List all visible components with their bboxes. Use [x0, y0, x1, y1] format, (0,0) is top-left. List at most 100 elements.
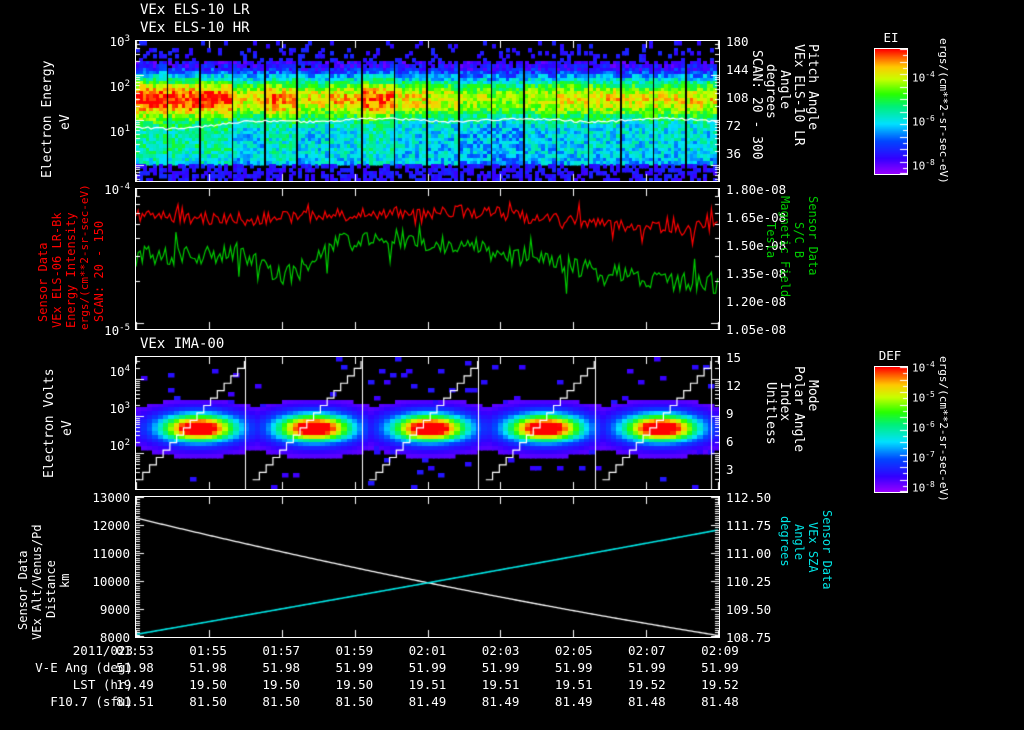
panel1-right-label-pitch-angle: Pitch Angle [805, 44, 820, 131]
panel1-ytick-right-1: 144 [726, 62, 749, 77]
panel2-right-label-sensor: Sensor Data [806, 196, 820, 276]
panel4-left-label-instrument: VEx Alt/Venus/Pd [30, 524, 44, 640]
panel3-right-label-unitless: Unitless [763, 382, 778, 445]
table-cell-time-4: 02:01 [408, 643, 447, 658]
panel2-left-label-quantity: Energy Intensity [64, 212, 78, 328]
panel3-left-axis-units: eV [60, 420, 75, 436]
panel3-ytick-right-3: 6 [726, 434, 734, 449]
panel1-ytick-right-3: 72 [726, 118, 742, 133]
table-cell-lst-4: 19.51 [408, 677, 447, 692]
table-cell-f107-3: 81.50 [335, 694, 374, 709]
panel3-colorbar-title: DEF [878, 348, 902, 363]
panel4-ytick-0: 13000 [92, 490, 130, 505]
panel4-ytick-4: 9000 [99, 602, 130, 617]
panel4-ytick-right-5: 108.75 [726, 630, 772, 645]
panel2-right-label-sc-b: S/C B [792, 222, 806, 259]
panel2-right-label-units: Tesla [764, 222, 778, 259]
panel1-colorbar [874, 48, 908, 175]
panel1-ytick-0: 103 [109, 34, 130, 50]
table-cell-lst-5: 19.51 [481, 677, 520, 692]
panel3-colorbar-tick-1: 10-5 [912, 390, 935, 405]
panel3-plot-frame [135, 356, 720, 490]
panel1-ytick-right-0: 180 [726, 34, 749, 49]
panel3-right-label-index: Index [777, 382, 792, 422]
table-cell-ve-ang-1: 51.98 [189, 660, 227, 675]
panel2-right-label-quantity: Magnetic Field [778, 196, 792, 298]
panel2-left-label-units: ergs/(cm**2-sr-sec-eV) [78, 184, 91, 330]
panel3-colorbar-tick-0: 10-4 [912, 360, 935, 375]
panel1-colorbar-tick-1: 10-6 [912, 114, 935, 129]
panel1-right-label-scan: SCAN: 20 - 300 [749, 50, 764, 160]
panel4-right-label-sensor: Sensor Data [820, 510, 834, 590]
table-cell-ve-ang-2: 51.98 [262, 660, 301, 675]
table-cell-lst-1: 19.50 [189, 677, 227, 692]
table-cell-lst-6: 19.51 [554, 677, 593, 692]
panel3-colorbar-tick-4: 10-8 [912, 480, 935, 495]
panel4-ytick-5: 8000 [99, 630, 130, 645]
panel3-title: VEx IMA-00 [140, 336, 225, 352]
panel3-ytick-right-2: 9 [726, 406, 734, 421]
panel4-left-label-units: km [58, 573, 72, 588]
panel3-colorbar-tick-2: 10-6 [912, 420, 935, 435]
panel3-left-axis-label: Electron Volts [42, 368, 57, 478]
panel4-ytick-right-1: 111.75 [726, 518, 772, 533]
panel2-ytick-right-0: 1.80e-08 [726, 182, 787, 197]
table-cell-time-6: 02:05 [554, 643, 593, 658]
panel4-ytick-1: 12000 [92, 518, 130, 533]
table-cell-lst-7: 19.52 [628, 677, 666, 692]
panel1-title-hr: VEx ELS-10 HR [140, 20, 250, 36]
plot-window: VEx ELS-10 LR VEx ELS-10 HR 103 102 101 … [16, 2, 950, 709]
panel1-left-axis-label: Electron Energy [40, 60, 55, 178]
table-cell-f107-5: 81.49 [481, 694, 520, 709]
panel2-left-label-scan: SCAN: 20 - 150 [92, 220, 106, 322]
panel1-title-lr: VEx ELS-10 LR [140, 2, 250, 18]
panel3-colorbar-tick-3: 10-7 [912, 450, 935, 465]
panel3-ytick-right-0: 15 [726, 350, 742, 365]
panel3-right-label-polar-angle: Polar Angle [791, 366, 806, 453]
panel4-right-label-units: degrees [778, 516, 792, 567]
table-cell-ve-ang-0: 51.98 [116, 660, 154, 675]
panel3-colorbar [874, 366, 908, 493]
panel4-right-label-quantity: Angle [792, 524, 806, 561]
panel4-ytick-right-2: 111.00 [726, 546, 772, 561]
table-cell-f107-7: 81.48 [628, 694, 666, 709]
panel1-colorbar-tick-0: 10-4 [912, 70, 935, 85]
panel1-right-label-angle: Angle [777, 70, 792, 110]
table-row-label-date: 2011/023 [72, 643, 133, 658]
panel3-ytick-right-1: 12 [726, 378, 742, 393]
table-cell-f107-0: 81.51 [116, 694, 154, 709]
table-row-label-f107: F10.7 (sfu) [50, 694, 133, 709]
panel4-ytick-2: 11000 [92, 546, 130, 561]
table-cell-ve-ang-4: 51.99 [408, 660, 447, 675]
panel1-colorbar-units: ergs/(cm**2-sr-sec-eV) [937, 38, 950, 184]
table-cell-f107-1: 81.50 [189, 694, 227, 709]
panel4-right-label-instrument: VEx SZA [806, 522, 820, 573]
panel4-ytick-3: 10000 [92, 574, 130, 589]
table-cell-ve-ang-8: 51.99 [701, 660, 739, 675]
panel2-left-label-instrument: VEx ELS-06 LR-Bk [50, 212, 64, 328]
panel1-colorbar-title: EI [883, 30, 899, 45]
panel3-ytick-right-4: 3 [726, 462, 734, 477]
panel2-ytick-right-2: 1.50e-08 [726, 238, 787, 253]
table-cell-time-1: 01:55 [189, 643, 227, 658]
panel2-ytick-right-4: 1.20e-08 [726, 294, 787, 309]
panel3-ytick-0: 104 [109, 364, 130, 380]
table-cell-lst-3: 19.50 [335, 677, 374, 692]
table-cell-time-8: 02:09 [701, 643, 739, 658]
panel2-ytick-1: 10-5 [104, 323, 130, 339]
table-cell-ve-ang-5: 51.99 [481, 660, 520, 675]
panel4-ytick-right-4: 109.50 [726, 602, 772, 617]
table-row-label-ve-ang: V-E Ang (deg) [35, 660, 133, 675]
panel3-right-label-mode: Mode [805, 380, 820, 412]
panel1-ytick-2: 101 [109, 124, 130, 140]
panel1-colorbar-tick-2: 10-8 [912, 158, 935, 173]
panel2-left-label-sensor: Sensor Data [36, 242, 50, 322]
panel1-ytick-right-4: 36 [726, 146, 742, 161]
panel1-left-axis-units: eV [58, 114, 73, 130]
panel1-right-label-degrees: degrees [763, 64, 778, 119]
panel4-ytick-right-0: 112.50 [726, 490, 772, 505]
table-cell-lst-8: 19.52 [701, 677, 739, 692]
table-cell-time-5: 02:03 [481, 643, 520, 658]
panel3-ytick-1: 103 [109, 401, 130, 417]
panel1-ytick-1: 102 [109, 79, 130, 95]
